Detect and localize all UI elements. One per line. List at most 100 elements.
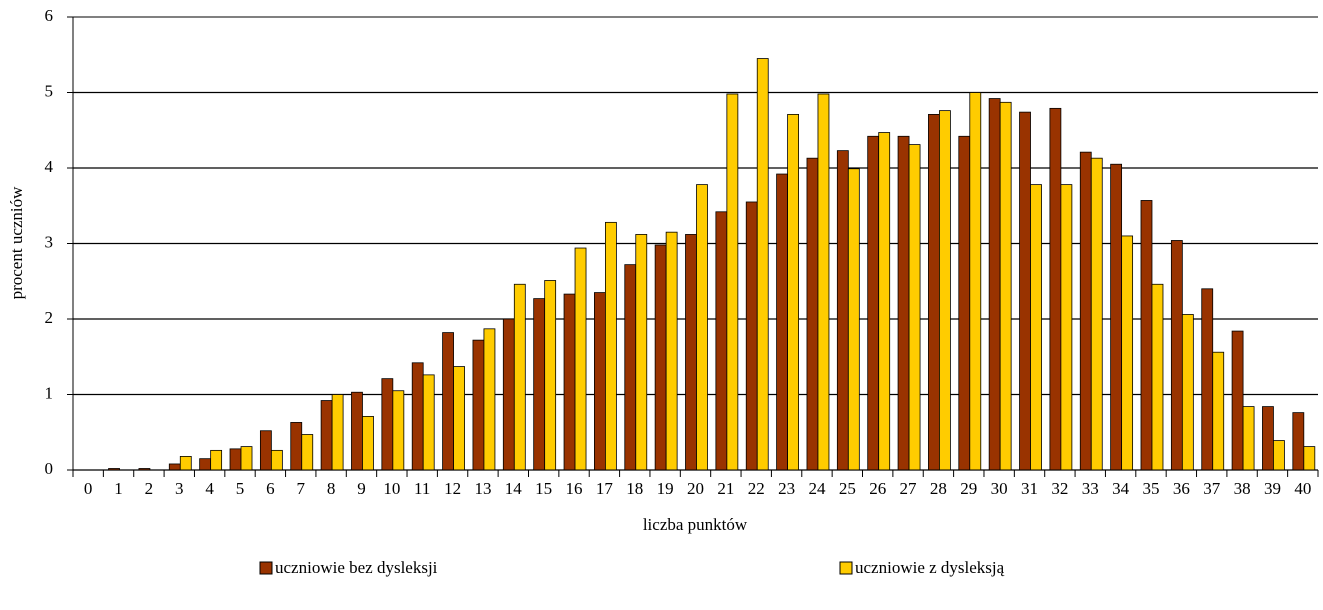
bar — [179, 456, 192, 471]
bar — [1242, 406, 1255, 471]
bar — [836, 150, 849, 471]
bar — [563, 293, 576, 471]
bar — [624, 264, 637, 471]
bar — [594, 292, 606, 471]
x-tick-label: 9 — [357, 479, 366, 498]
x-tick-label: 18 — [626, 479, 643, 498]
x-tick-label: 19 — [657, 479, 674, 498]
x-tick-label: 4 — [205, 479, 214, 498]
y-axis-label: procent uczniów — [7, 186, 26, 300]
bar — [787, 113, 799, 471]
bar — [1181, 314, 1194, 471]
x-tick-label: 40 — [1294, 479, 1311, 498]
x-tick-label: 21 — [717, 479, 734, 498]
x-tick-label: 31 — [1021, 479, 1038, 498]
y-tick-label: 3 — [45, 232, 54, 251]
bar — [1262, 406, 1274, 471]
x-tick-label: 26 — [869, 479, 886, 498]
bar — [210, 449, 223, 471]
bar — [939, 110, 951, 471]
legend-swatch — [839, 561, 853, 575]
bar — [199, 458, 212, 471]
x-tick-label: 30 — [991, 479, 1008, 498]
x-tick-label: 3 — [175, 479, 184, 498]
bar — [847, 168, 860, 471]
bar — [806, 157, 819, 471]
bar — [715, 211, 728, 471]
bar — [654, 244, 667, 471]
bar — [1292, 412, 1305, 471]
bar — [1049, 107, 1062, 471]
y-tick-label: 2 — [45, 308, 54, 327]
bar — [351, 391, 363, 471]
bar — [1060, 184, 1073, 471]
y-tick-label: 4 — [45, 157, 54, 176]
bar — [1019, 111, 1031, 471]
bar — [301, 434, 314, 471]
bar — [513, 283, 526, 471]
x-tick-label: 0 — [84, 479, 93, 498]
y-tick-label: 5 — [45, 81, 54, 100]
bar — [1231, 330, 1244, 471]
bar — [867, 135, 880, 471]
bar — [1212, 351, 1225, 471]
bar — [533, 298, 546, 471]
x-tick-label: 22 — [748, 479, 765, 498]
bar — [442, 332, 454, 471]
x-tick-label: 16 — [566, 479, 583, 498]
bar — [1110, 163, 1123, 471]
x-tick-label: 5 — [236, 479, 245, 498]
bar — [928, 113, 940, 471]
bar — [756, 58, 769, 471]
bar — [1121, 235, 1134, 471]
bar — [259, 430, 272, 471]
bar — [958, 135, 971, 471]
x-tick-label: 32 — [1051, 479, 1068, 498]
bar — [605, 221, 617, 471]
bar — [320, 400, 333, 471]
legend-label: uczniowie bez dysleksji — [275, 558, 438, 577]
bar — [726, 93, 739, 471]
bar — [1151, 283, 1164, 471]
bar — [988, 98, 1001, 471]
y-tick-label: 6 — [45, 6, 54, 25]
x-tick-label: 27 — [900, 479, 918, 498]
x-tick-label: 12 — [444, 479, 461, 498]
bar — [1273, 440, 1285, 471]
bar — [544, 280, 557, 471]
bar — [665, 231, 678, 471]
bar — [878, 132, 891, 471]
x-tick-label: 17 — [596, 479, 614, 498]
x-tick-label: 36 — [1173, 479, 1190, 498]
bar — [229, 448, 242, 471]
bar — [1030, 184, 1042, 471]
x-tick-label: 25 — [839, 479, 856, 498]
x-tick-label: 14 — [505, 479, 523, 498]
legend-swatch — [259, 561, 273, 575]
x-tick-label: 33 — [1082, 479, 1099, 498]
x-tick-label: 37 — [1203, 479, 1221, 498]
bar — [745, 201, 758, 471]
bar — [1303, 446, 1316, 471]
x-tick-label: 35 — [1142, 479, 1159, 498]
bar — [168, 463, 181, 471]
x-tick-label: 6 — [266, 479, 275, 498]
bar — [1079, 151, 1092, 471]
bar — [908, 144, 921, 471]
bar — [331, 394, 344, 471]
x-tick-label: 23 — [778, 479, 795, 498]
x-tick-label: 13 — [474, 479, 491, 498]
bar — [411, 362, 424, 471]
x-tick-label: 39 — [1264, 479, 1281, 498]
x-tick-label: 7 — [296, 479, 305, 498]
x-tick-label: 38 — [1234, 479, 1251, 498]
bar — [392, 390, 405, 471]
bar — [1090, 157, 1103, 471]
x-tick-label: 28 — [930, 479, 947, 498]
bar — [574, 247, 587, 471]
bar — [502, 318, 515, 471]
x-tick-label: 11 — [414, 479, 430, 498]
bar — [776, 173, 788, 471]
legend-label: uczniowie z dysleksją — [855, 558, 1005, 577]
